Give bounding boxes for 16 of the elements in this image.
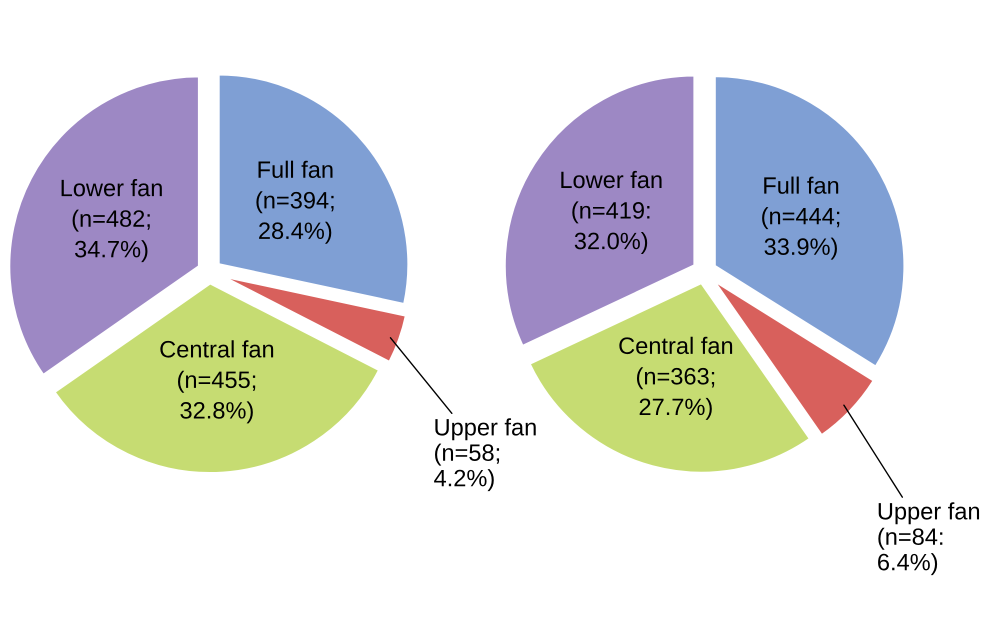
data-label: (n=84: 6.4%) [878,528,942,576]
slice-label: Full fan [764,176,838,194]
data-label: (n=363; 27.7%) [636,367,714,420]
slice-label: Lower fan [62,179,162,196]
data-label: (n=444; 33.9%) [762,207,840,260]
slice-label: Central fan [160,340,274,358]
slice-label: Lower fan [561,170,662,188]
data-label: (n=394; 28.4%) [256,191,334,244]
data-label: (n=419: 32.0%) [572,201,650,254]
slice-label: Full fan [258,160,332,178]
slice-label: Central fan [619,336,732,354]
data-label: (n=58; 4.2%) [434,444,500,492]
slice-label: Upper fan [435,418,536,440]
data-label: (n=482; 34.7%) [72,210,150,262]
data-label: (n=455; 32.8%) [178,370,256,424]
slice-label: Upper fan [878,502,980,524]
